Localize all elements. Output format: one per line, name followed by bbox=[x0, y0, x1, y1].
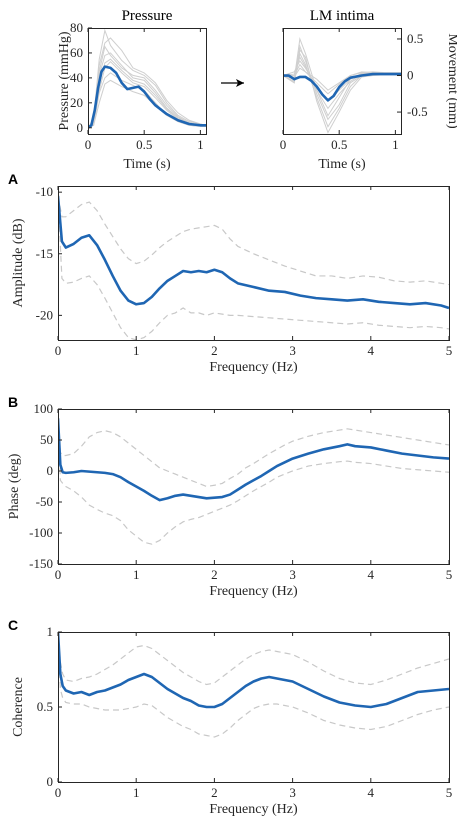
y-tick-label: -0.5 bbox=[407, 104, 428, 119]
axes-frame bbox=[283, 28, 402, 135]
x-tick-label: 0 bbox=[85, 137, 92, 152]
y-axis-label: Pressure (mmHg) bbox=[57, 31, 72, 130]
plot-area bbox=[58, 418, 449, 545]
chart-3: 0 1 2 3 4 5 100 50 0 -50 -100 -150 Frequency (Hz) Pha… bbox=[7, 394, 452, 599]
y-tick-label: -50 bbox=[36, 494, 53, 509]
y-axis-label: Phase (deg) bbox=[7, 453, 22, 519]
x-tick-label: 0 bbox=[280, 137, 287, 152]
chart-2: 0 1 2 3 4 5 -10 -15 -20 Frequency (Hz) Amplitude (… bbox=[8, 171, 452, 375]
y-tick-label: 100 bbox=[34, 401, 54, 416]
x-tick-label: 2 bbox=[211, 567, 218, 582]
lower-bound-line bbox=[58, 195, 449, 340]
y-tick-label: -10 bbox=[36, 184, 53, 199]
x-axis-label: Frequency (Hz) bbox=[209, 584, 298, 599]
x-tick-label: 2 bbox=[211, 343, 218, 358]
x-axis-label: Time (s) bbox=[123, 157, 171, 172]
y-tick-label: 0 bbox=[47, 463, 54, 478]
upper-bound-line bbox=[58, 418, 449, 488]
y-tick-label: 50 bbox=[40, 432, 53, 447]
arrow-icon bbox=[221, 79, 244, 87]
axes-frame bbox=[58, 186, 450, 341]
mean-line bbox=[58, 632, 449, 709]
trace-line bbox=[88, 52, 206, 129]
x-tick-label: 5 bbox=[446, 785, 453, 800]
x-tick-label: 1 bbox=[197, 137, 204, 152]
y-tick-label: -15 bbox=[36, 246, 53, 261]
x-tick-label: 1 bbox=[392, 137, 399, 152]
y-tick-label: -150 bbox=[29, 556, 53, 571]
y-tick-label: 0.5 bbox=[407, 31, 423, 46]
y-axis-label: Movement (mm) bbox=[445, 33, 457, 129]
y-axis-label: Coherence bbox=[11, 677, 26, 737]
y-tick-label: 0 bbox=[407, 68, 414, 83]
x-tick-label: 2 bbox=[211, 785, 218, 800]
x-tick-label: 4 bbox=[368, 785, 375, 800]
x-tick-label: 5 bbox=[446, 343, 453, 358]
y-tick-label: 0.5 bbox=[37, 699, 53, 714]
plot-area bbox=[88, 28, 206, 129]
chart-title: Pressure bbox=[122, 8, 173, 24]
x-tick-label: 3 bbox=[289, 785, 296, 800]
x-tick-label: 0.5 bbox=[136, 137, 152, 152]
y-tick-label: 0 bbox=[77, 120, 84, 135]
mean-line bbox=[283, 72, 401, 102]
x-tick-label: 0.5 bbox=[331, 137, 347, 152]
axes-frame bbox=[88, 28, 207, 135]
x-tick-label: 5 bbox=[446, 567, 453, 582]
x-tick-label: 1 bbox=[133, 343, 140, 358]
plot-area bbox=[58, 195, 449, 340]
chart-4: 0 1 2 3 4 5 1 0.5 0 Frequency (Hz) Coherence C bbox=[8, 617, 452, 817]
trace-line bbox=[88, 28, 206, 129]
lower-bound-line bbox=[58, 632, 449, 738]
x-tick-label: 0 bbox=[55, 343, 62, 358]
plot-area bbox=[283, 36, 401, 134]
y-tick-label: 1 bbox=[47, 624, 54, 639]
lower-bound-line bbox=[58, 418, 449, 545]
mean-line bbox=[58, 195, 449, 310]
mean-line bbox=[88, 65, 206, 129]
y-tick-label: -100 bbox=[29, 525, 53, 540]
mean-line bbox=[58, 418, 449, 502]
y-tick-label: 20 bbox=[70, 95, 83, 110]
x-tick-label: 0 bbox=[55, 567, 62, 582]
panel-label: A bbox=[8, 171, 18, 187]
y-axis-label: Amplitude (dB) bbox=[11, 218, 26, 307]
x-tick-label: 3 bbox=[289, 567, 296, 582]
chart-0: 0 0.5 1 0 20 40 60 80 Time (s) Pressure (mmHg) Pre… bbox=[57, 8, 207, 172]
trace-line bbox=[88, 37, 206, 129]
trace-line bbox=[283, 63, 401, 91]
axes-frame bbox=[58, 409, 450, 565]
x-tick-label: 3 bbox=[289, 343, 296, 358]
x-tick-label: 4 bbox=[368, 343, 375, 358]
x-axis-label: Frequency (Hz) bbox=[209, 360, 298, 375]
panel-label: C bbox=[8, 617, 18, 633]
upper-bound-line bbox=[58, 195, 449, 286]
y-tick-label: 40 bbox=[70, 70, 83, 85]
y-tick-label: 0 bbox=[47, 774, 54, 789]
chart-1: 0 0.5 1 0.5 0 -0.5 Time (s) Movement (mm) LM int… bbox=[280, 8, 457, 172]
y-tick-label: 60 bbox=[70, 45, 83, 60]
x-axis-label: Frequency (Hz) bbox=[209, 802, 298, 817]
y-tick-label: -20 bbox=[36, 307, 53, 322]
x-tick-label: 4 bbox=[368, 567, 375, 582]
x-tick-label: 1 bbox=[133, 785, 140, 800]
x-tick-label: 0 bbox=[55, 785, 62, 800]
chart-title: LM intima bbox=[310, 8, 375, 24]
upper-bound-line bbox=[58, 632, 449, 686]
axes-frame bbox=[58, 632, 450, 783]
plot-area bbox=[58, 632, 449, 738]
panel-label: B bbox=[8, 394, 18, 410]
y-tick-label: 80 bbox=[70, 20, 83, 35]
x-tick-label: 1 bbox=[133, 567, 140, 582]
x-axis-label: Time (s) bbox=[318, 157, 366, 172]
